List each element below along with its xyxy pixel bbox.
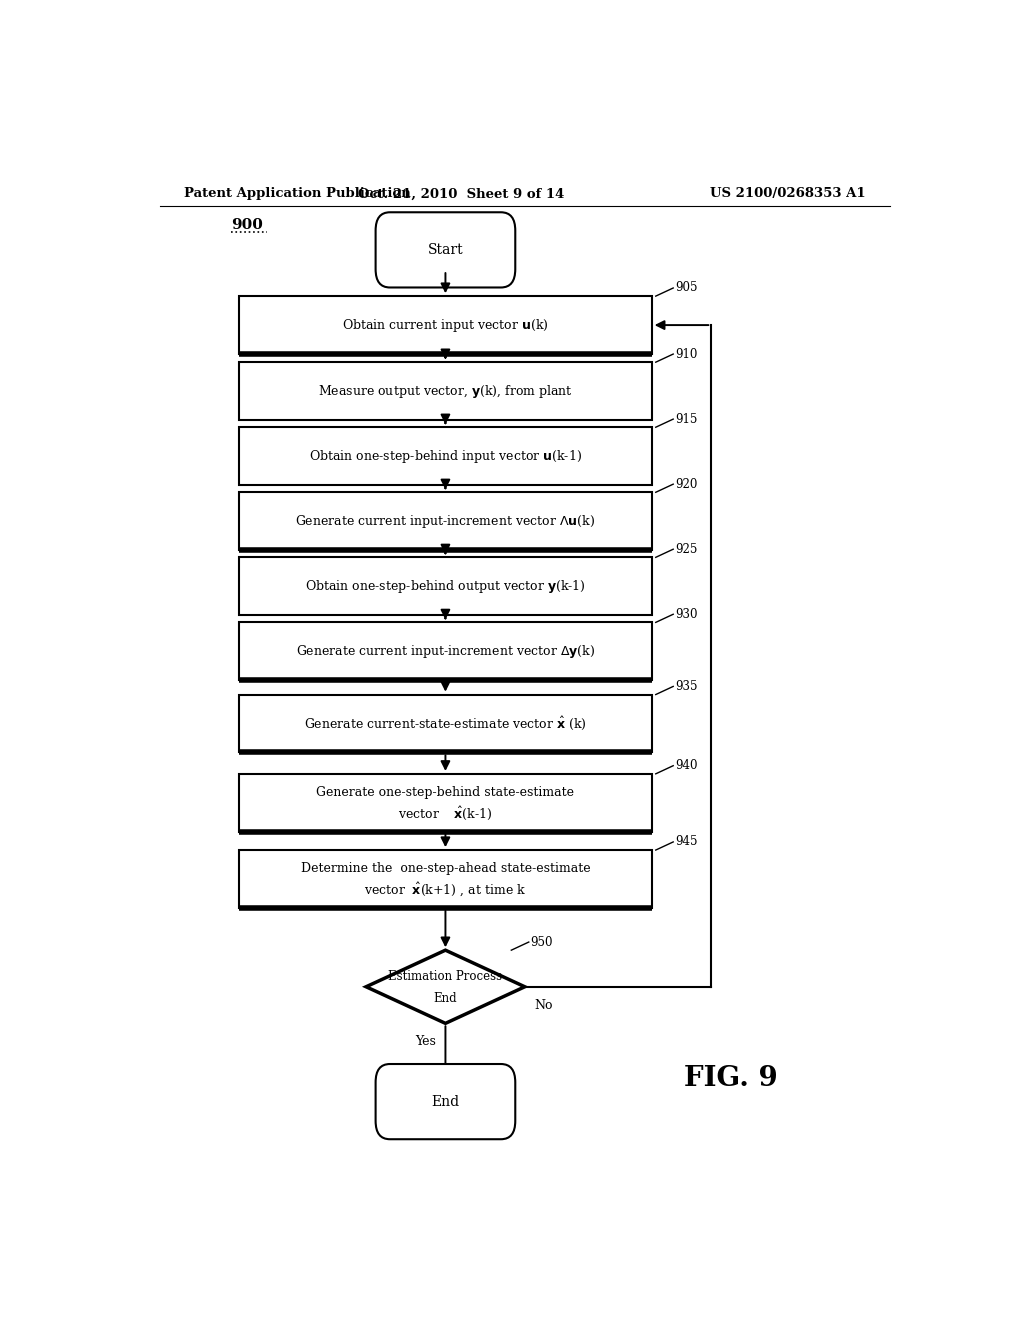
Text: 930: 930 xyxy=(675,607,697,620)
Text: Obtain current input vector $\mathbf{u}$(k): Obtain current input vector $\mathbf{u}$… xyxy=(342,317,549,334)
Bar xyxy=(240,557,652,615)
Text: 950: 950 xyxy=(530,936,553,949)
Text: 910: 910 xyxy=(675,347,697,360)
Text: Obtain one-step-behind input vector $\mathbf{u}$(k-1): Obtain one-step-behind input vector $\ma… xyxy=(309,447,582,465)
Text: vector  $\hat{\mathbf{x}}$(k+1) , at time k: vector $\hat{\mathbf{x}}$(k+1) , at time… xyxy=(365,880,526,898)
Text: Generate current input-increment vector $\Lambda\mathbf{u}$(k): Generate current input-increment vector … xyxy=(296,512,595,529)
Bar xyxy=(240,694,652,752)
Text: Generate one-step-behind state-estimate: Generate one-step-behind state-estimate xyxy=(316,785,574,799)
Text: No: No xyxy=(535,998,553,1011)
Text: 920: 920 xyxy=(675,478,697,491)
Text: End: End xyxy=(431,1094,460,1109)
Bar xyxy=(240,428,652,486)
Text: 915: 915 xyxy=(675,413,697,425)
Text: Yes: Yes xyxy=(415,1035,436,1048)
Text: vector    $\hat{\mathbf{x}}$(k-1): vector $\hat{\mathbf{x}}$(k-1) xyxy=(398,805,493,822)
Bar xyxy=(240,774,652,832)
Text: Start: Start xyxy=(428,243,463,257)
Text: Generate current-state-estimate vector $\hat{\mathbf{x}}$ (k): Generate current-state-estimate vector $… xyxy=(304,715,587,733)
Text: Oct. 21, 2010  Sheet 9 of 14: Oct. 21, 2010 Sheet 9 of 14 xyxy=(358,187,564,201)
Text: Estimation Process: Estimation Process xyxy=(388,970,503,983)
Bar xyxy=(240,362,652,420)
Text: US 2100/0268353 A1: US 2100/0268353 A1 xyxy=(711,187,866,201)
Text: FIG. 9: FIG. 9 xyxy=(684,1065,777,1092)
FancyBboxPatch shape xyxy=(376,213,515,288)
Text: Measure output vector, $\mathbf{y}$(k), from plant: Measure output vector, $\mathbf{y}$(k), … xyxy=(318,383,572,400)
Polygon shape xyxy=(367,950,524,1023)
Text: Obtain one-step-behind output vector $\mathbf{y}$(k-1): Obtain one-step-behind output vector $\m… xyxy=(305,578,586,595)
Text: 925: 925 xyxy=(675,543,697,556)
Text: Patent Application Publication: Patent Application Publication xyxy=(183,187,411,201)
Text: 940: 940 xyxy=(675,759,697,772)
Text: 935: 935 xyxy=(675,680,697,693)
Text: Determine the  one-step-ahead state-estimate: Determine the one-step-ahead state-estim… xyxy=(301,862,590,875)
Bar xyxy=(240,296,652,354)
Text: 945: 945 xyxy=(675,836,697,849)
Text: 905: 905 xyxy=(675,281,697,294)
Text: 900: 900 xyxy=(231,219,263,232)
Bar xyxy=(240,623,652,680)
Text: Generate current input-increment vector $\Delta\mathbf{y}$(k): Generate current input-increment vector … xyxy=(296,643,595,660)
Bar xyxy=(240,850,652,908)
Text: End: End xyxy=(433,993,458,1006)
Bar xyxy=(240,492,652,550)
FancyBboxPatch shape xyxy=(376,1064,515,1139)
